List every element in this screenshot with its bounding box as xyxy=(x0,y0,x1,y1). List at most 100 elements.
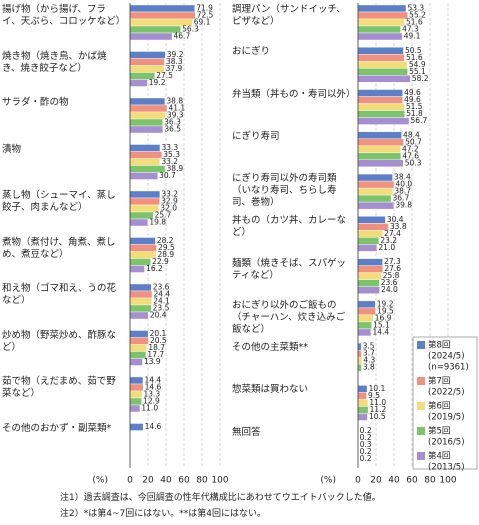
bar xyxy=(357,47,404,55)
value-label: 48.4 xyxy=(403,130,420,139)
bar xyxy=(129,4,195,13)
legend-period: (2022/5) xyxy=(428,388,465,398)
x-tick-label: 80 xyxy=(196,476,208,486)
value-label: 19.2 xyxy=(149,78,166,87)
value-label: 19.5 xyxy=(377,306,394,315)
bar xyxy=(357,201,395,210)
value-label: 13.3 xyxy=(143,390,160,399)
bar xyxy=(357,321,372,330)
value-label: 18.7 xyxy=(148,343,165,352)
value-label: 38.8 xyxy=(166,97,183,106)
value-label: 38.3 xyxy=(166,57,183,66)
bar xyxy=(357,61,408,69)
value-label: 33.2 xyxy=(161,190,178,199)
bar xyxy=(357,399,369,407)
value-label: 50.5 xyxy=(405,46,422,55)
value-label: 23.6 xyxy=(381,278,398,287)
legend-period: (2016/5) xyxy=(428,438,465,448)
value-label: 47.6 xyxy=(402,151,419,160)
legend-swatch xyxy=(417,341,425,349)
bar xyxy=(357,25,401,34)
bar xyxy=(357,131,402,140)
category-label: にぎり寿司以外の寿司類（いなり寿司、ちらし寿司、巻物） xyxy=(232,173,337,209)
value-label: 47.3 xyxy=(402,25,419,34)
legend-swatch xyxy=(417,402,425,410)
bar xyxy=(357,385,368,393)
value-label: 55.1 xyxy=(409,67,426,76)
value-label: 0.2 xyxy=(360,433,372,442)
value-label: 30.7 xyxy=(159,171,176,180)
bar xyxy=(357,265,384,273)
x-tick-label: 0 xyxy=(355,476,361,486)
value-label: 24.4 xyxy=(153,290,170,299)
value-label: 55.2 xyxy=(409,11,426,20)
value-label: 37.9 xyxy=(166,64,183,73)
value-label: 28.2 xyxy=(157,236,174,245)
bar xyxy=(129,390,143,399)
value-label: 39.8 xyxy=(395,201,412,210)
category-label: サラダ・酢の物 xyxy=(2,97,69,108)
bar xyxy=(357,89,403,97)
value-label: 30.4 xyxy=(387,215,404,224)
value-label: 50.3 xyxy=(405,158,422,167)
bar xyxy=(129,51,166,59)
value-label: 51.8 xyxy=(406,109,423,118)
category-label: おにぎり以外のご飯もの（チャーハン、炊き込みご飯など） xyxy=(232,299,346,335)
bar xyxy=(357,68,408,76)
value-label: 54.9 xyxy=(409,60,426,69)
value-label: 36.5 xyxy=(164,125,181,134)
value-label: 69.1 xyxy=(194,18,211,27)
value-label: 33.3 xyxy=(161,143,178,152)
value-label: 11.0 xyxy=(141,404,158,413)
x-tick-label: 100 xyxy=(211,476,228,486)
bar xyxy=(357,145,401,154)
bar xyxy=(357,11,408,20)
category-label: 弁当類（丼もの・寿司以外） xyxy=(232,88,356,100)
value-label: 17.7 xyxy=(147,350,164,359)
bar xyxy=(357,307,376,316)
value-label: 49.6 xyxy=(404,88,421,97)
value-label: 36.7 xyxy=(393,194,410,203)
value-label: 9.5 xyxy=(368,391,380,400)
legend-n: (n=9361) xyxy=(428,363,469,373)
value-label: 25.8 xyxy=(383,271,400,280)
bar xyxy=(129,104,168,113)
value-label: 27.6 xyxy=(384,264,401,273)
x-tick-label: 60 xyxy=(406,476,418,486)
note: 注1）過去調査は、今回調査の性年代構成比にあわせてウエイトバックした値。 xyxy=(60,493,381,503)
value-label: 28.9 xyxy=(158,250,175,259)
legend-swatch xyxy=(417,427,425,435)
bar xyxy=(357,110,405,118)
bar xyxy=(129,330,149,338)
bar xyxy=(129,32,173,41)
bar xyxy=(357,300,376,309)
value-label: 38.4 xyxy=(394,173,411,182)
legend-label: 第6回 xyxy=(428,401,450,412)
x-tick-label: 100 xyxy=(439,476,456,486)
bar xyxy=(357,392,367,400)
category-label: その他の主菜類** xyxy=(232,342,309,354)
value-label: 56.3 xyxy=(182,25,199,34)
bar xyxy=(357,328,372,337)
bar xyxy=(129,111,166,120)
value-label: 41.1 xyxy=(168,104,185,113)
value-label: 19.8 xyxy=(149,218,166,227)
bar xyxy=(357,406,369,414)
x-tick-label: 40 xyxy=(388,476,400,486)
value-label: 38.9 xyxy=(167,164,184,173)
bar xyxy=(357,173,393,182)
value-label: 3.5 xyxy=(363,342,375,351)
bar xyxy=(357,75,411,83)
category-label: 和え物（ゴマ和え、うの花など） xyxy=(2,283,117,306)
bar xyxy=(129,376,144,385)
bar xyxy=(357,159,404,168)
category-label: 煮物（煮付け、角煮、煮しめ、煮豆など） xyxy=(2,236,116,260)
bar xyxy=(357,54,405,62)
category-label: その他のおかず・副菜類* xyxy=(2,422,112,434)
bar xyxy=(129,265,145,273)
legend-label: 第8回 xyxy=(428,340,450,351)
unit-label: (%) xyxy=(92,476,108,486)
legend-swatch xyxy=(417,452,425,460)
category-label: 揚げ物（から揚げ、フライ、天ぷら、コロッケなど） xyxy=(2,4,126,27)
